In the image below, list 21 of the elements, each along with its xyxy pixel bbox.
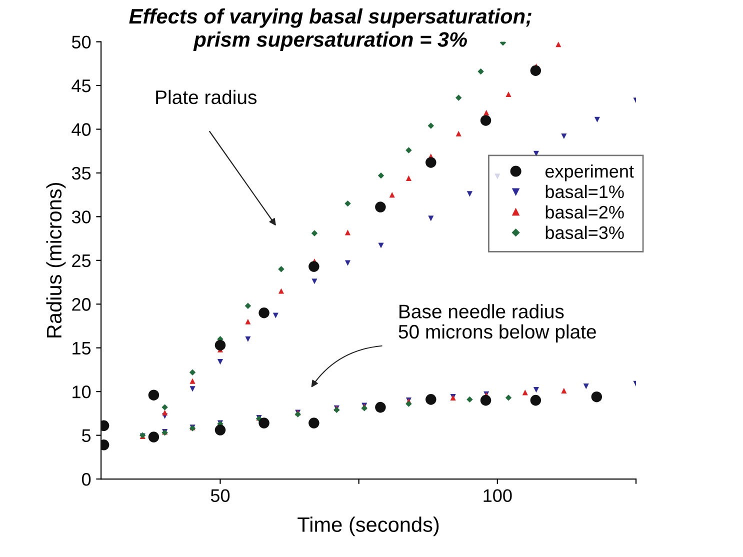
legend-label: basal=1%: [546, 184, 624, 198]
chart-title: Effects of varying basal supersaturation; prism supersaturation = 3%: [129, 8, 532, 51]
annotation: Plate radius: [156, 90, 257, 104]
y-tick-label: 15: [72, 342, 91, 355]
legend-label: basal=2%: [546, 205, 624, 219]
y-axis-title: Radius (microns): [46, 182, 66, 338]
annotation: Base needle radius 50 microns below plate: [398, 304, 596, 342]
legend-label: experiment: [545, 164, 634, 182]
y-tick-label: 20: [72, 298, 91, 311]
y-tick-label: 10: [72, 386, 91, 398]
y-tick-label: 45: [72, 80, 91, 92]
y-tick-label: 30: [72, 210, 91, 224]
y-tick-label: 50: [72, 36, 91, 48]
y-tick-label: 5: [82, 429, 91, 442]
y-tick-label: 40: [72, 123, 91, 136]
y-tick-label: 25: [72, 254, 91, 268]
y-tick-label: 0: [82, 472, 91, 486]
x-axis-title: Time (seconds): [298, 516, 439, 536]
y-tick-label: 35: [72, 166, 91, 180]
x-tick-label: 100: [484, 489, 512, 502]
legend-label: basal=3%: [546, 226, 624, 240]
